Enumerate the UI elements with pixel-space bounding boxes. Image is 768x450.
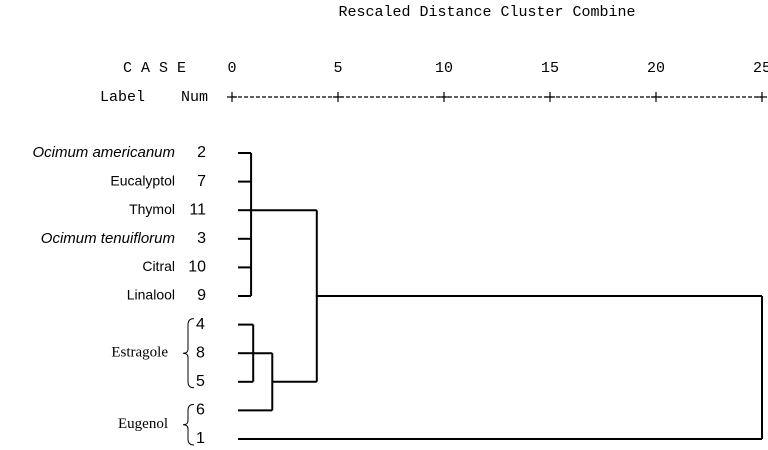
x-tick-label: 15	[541, 60, 559, 77]
case-num: 7	[197, 173, 206, 190]
x-tick-label: 20	[647, 60, 665, 77]
group-brace	[182, 403, 195, 446]
case-num: 4	[196, 316, 205, 333]
case-label: Thymol	[129, 201, 175, 217]
case-label: Ocimum tenuiflorum	[41, 230, 175, 247]
case-num: 1	[196, 430, 205, 447]
case-label: Estragole	[111, 345, 168, 361]
case-num: 6	[196, 402, 205, 419]
case-num: 9	[197, 287, 206, 304]
x-tick-label: 5	[333, 60, 342, 77]
case-num: 10	[188, 259, 206, 276]
case-label: Eucalyptol	[110, 172, 175, 188]
x-tick-label: 10	[435, 60, 453, 77]
case-header: C A S E	[123, 60, 186, 77]
case-label: Ocimum americanum	[32, 144, 175, 161]
case-num: 3	[197, 230, 206, 247]
case-label: Eugenol	[118, 416, 168, 432]
group-brace	[182, 318, 195, 389]
case-label: Linalool	[127, 287, 175, 303]
num-header: Num	[181, 89, 208, 106]
x-tick-label: 25	[753, 60, 768, 77]
case-num: 5	[196, 373, 205, 390]
case-label: Citral	[142, 258, 175, 274]
x-tick-label: 0	[227, 60, 236, 77]
case-num: 11	[189, 201, 206, 218]
chart-title: Rescaled Distance Cluster Combine	[338, 4, 635, 21]
case-num: 2	[197, 144, 206, 161]
label-header: Label	[100, 89, 145, 106]
case-num: 8	[196, 344, 205, 361]
